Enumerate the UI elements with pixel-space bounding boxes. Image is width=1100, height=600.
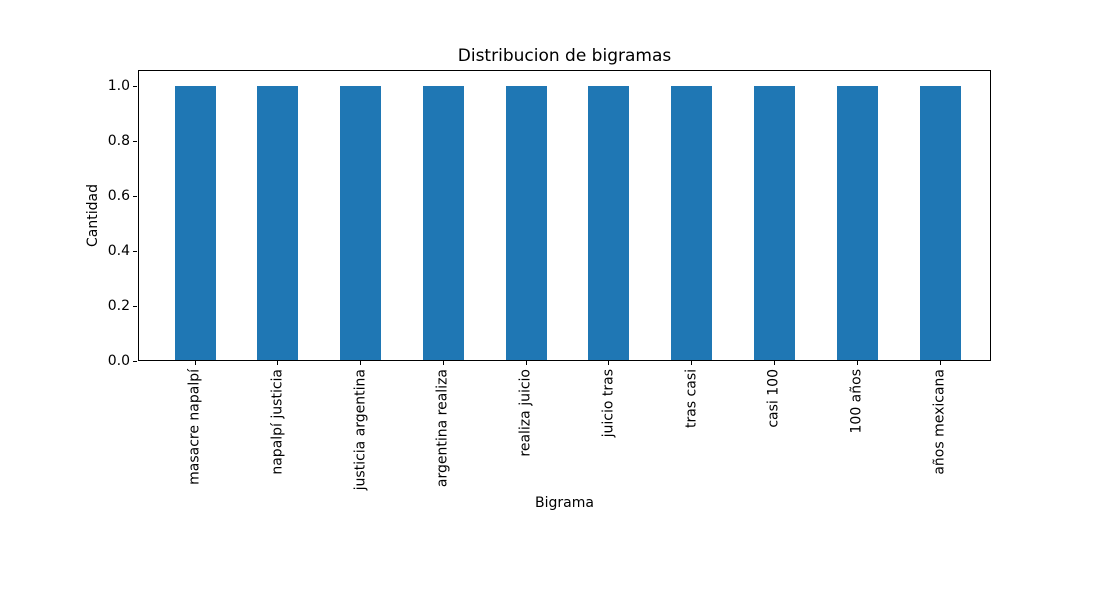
x-tick-mark [856,361,858,365]
bar [671,86,713,361]
x-axis-label: Bigrama [535,495,594,511]
bar [257,86,299,361]
bar [836,86,878,361]
y-tick-mark [133,195,137,197]
x-tick-mark [773,361,775,365]
bar [422,86,464,361]
bar [753,86,795,361]
y-tick-label: 0.4 [107,243,130,260]
y-tick-label: 0.6 [107,188,130,205]
y-tick-label: 0.0 [107,353,130,369]
x-tick-label: juicio tras [600,369,617,438]
y-tick-mark [133,250,137,252]
y-tick-mark [133,140,137,142]
x-tick-mark [277,361,279,365]
bar [588,86,630,361]
x-tick-label: tras casi [683,369,700,429]
x-tick-label: justicia argentina [352,369,369,491]
x-tick-mark [194,361,196,365]
bar [340,86,382,361]
x-tick-label: 100 años [848,369,865,434]
y-tick-mark [133,305,137,307]
x-tick-mark [691,361,693,365]
y-tick-label: 1.0 [107,78,130,95]
bar [174,86,216,361]
bar [505,86,547,361]
x-tick-label: masacre napalpí [186,369,203,485]
y-axis-label: Cantidad [85,184,101,247]
x-tick-label: años mexicana [931,369,948,475]
x-tick-mark [360,361,362,365]
x-tick-label: argentina realiza [434,369,451,488]
x-tick-mark [608,361,610,365]
chart-title: Distribucion de bigramas [457,46,672,66]
x-tick-label: napalpí justicia [269,369,286,475]
y-tick-label: 0.2 [107,298,130,315]
x-tick-mark [442,361,444,365]
x-tick-mark [939,361,941,365]
bar [919,86,961,361]
y-tick-mark [133,360,137,362]
y-tick-label: 0.8 [107,133,130,150]
x-tick-label: realiza juicio [517,369,534,457]
plot-area: 0.0 0.2 0.4 0.6 0.8 1.0 masacre napalpí napalpí… [108,70,991,490]
x-tick-label: casi 100 [765,369,782,428]
x-tick-mark [525,361,527,365]
y-tick-mark [133,85,137,87]
